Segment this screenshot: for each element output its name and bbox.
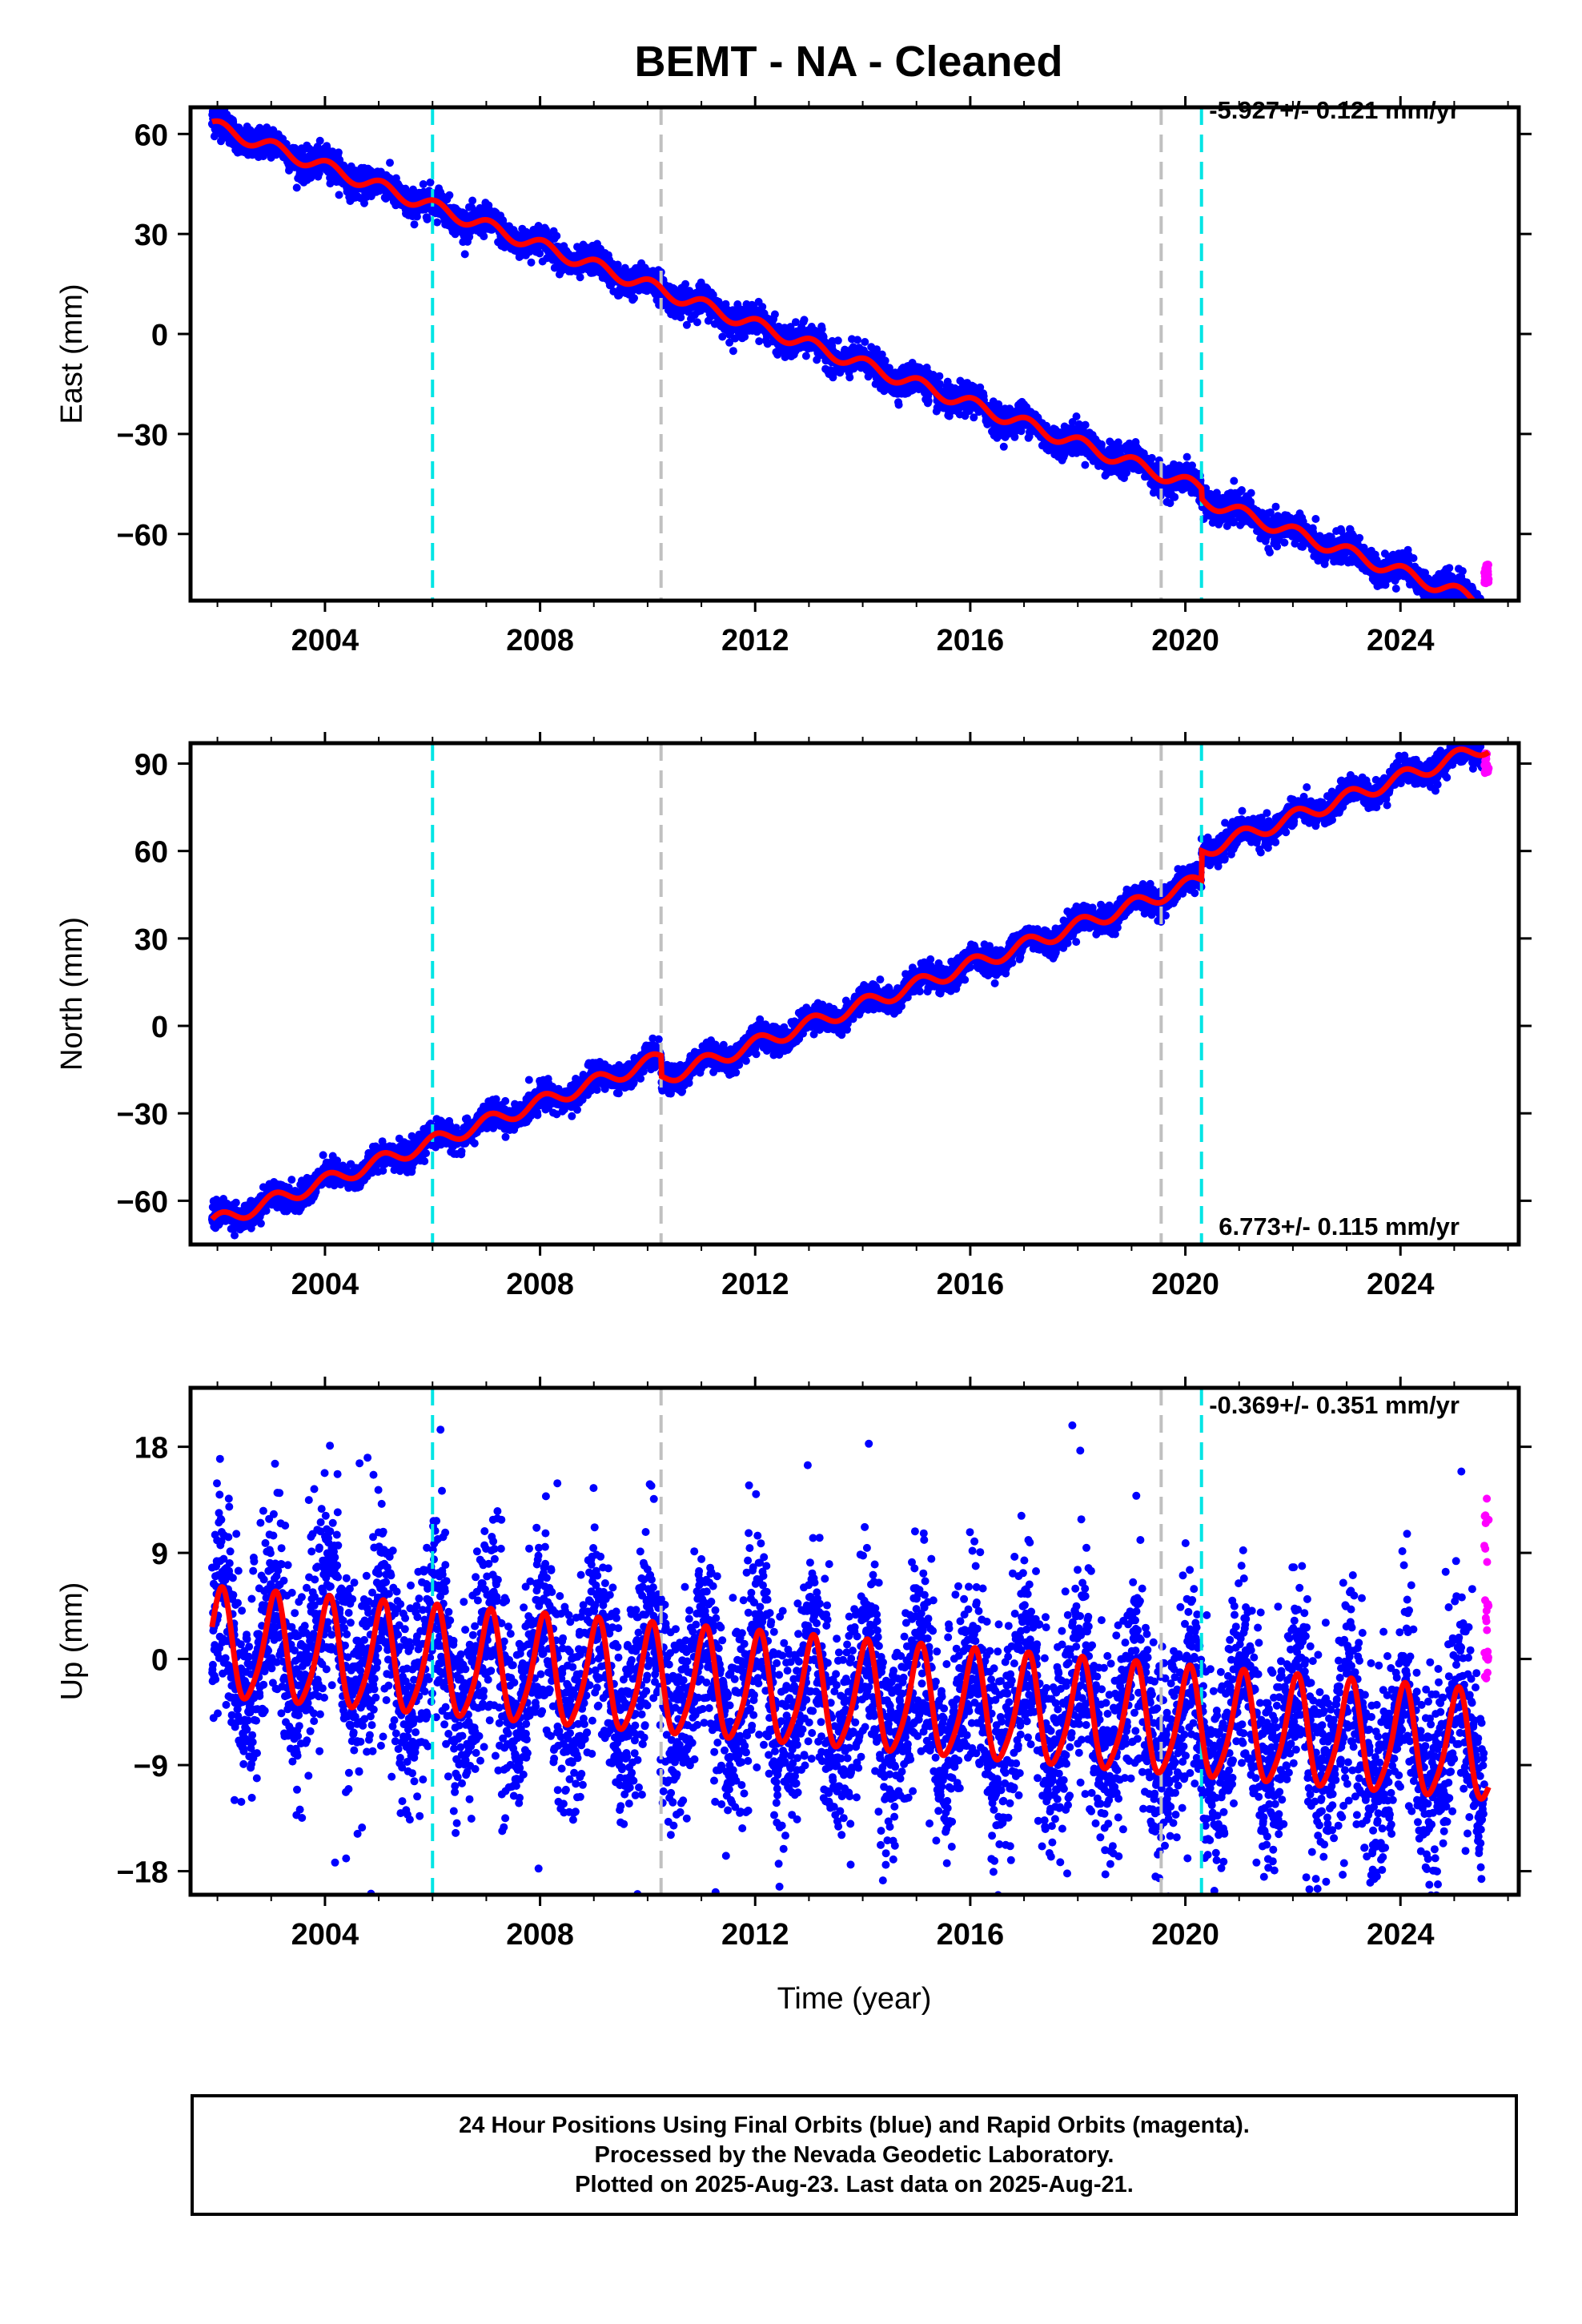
east-point (615, 291, 624, 300)
east-point (833, 336, 842, 345)
east-point (1081, 420, 1090, 429)
east-point (1247, 497, 1255, 506)
east-point (1266, 548, 1274, 557)
east-point (817, 325, 826, 333)
east-point (755, 337, 764, 346)
east-point (334, 148, 343, 157)
east-point (426, 178, 435, 187)
east-point (1391, 585, 1400, 593)
east-point (681, 279, 690, 288)
figure-title: BEMT - NA - Cleaned (634, 38, 1062, 86)
east-point (924, 396, 933, 405)
east-point (894, 400, 903, 409)
east-point (419, 180, 428, 188)
east-point (1230, 476, 1239, 485)
east-point (1355, 533, 1364, 542)
east-point (386, 159, 394, 167)
panels: 2004 2008 2012 2016 2020 202460300−30−60East … (55, 96, 1532, 1952)
east-point (1311, 515, 1320, 523)
east-point (468, 196, 477, 205)
east-point (576, 273, 584, 282)
east-point (693, 318, 701, 327)
east-point (1147, 453, 1156, 462)
east-point (770, 310, 779, 319)
east-point (630, 294, 638, 303)
east-point (360, 199, 368, 207)
east-point (861, 338, 869, 346)
east-point (1072, 412, 1081, 420)
east-point (1170, 493, 1179, 501)
east-panel: 2004 2008 2012 2016 2020 202460300−30−60East … (55, 96, 1532, 657)
east-point (433, 218, 441, 227)
east-point (410, 220, 419, 229)
east-point (536, 249, 544, 258)
east-point (315, 136, 324, 145)
east-point (552, 231, 561, 240)
east-point (1280, 538, 1289, 547)
east-point (335, 191, 343, 199)
east-point (460, 250, 469, 259)
east-point (845, 373, 854, 382)
east-point (480, 232, 488, 241)
east-point (1247, 489, 1255, 497)
east-point (292, 183, 301, 192)
east-point (800, 316, 809, 324)
east-point (677, 313, 685, 322)
east-point (326, 179, 335, 188)
east-point (423, 215, 432, 223)
east-point (1409, 554, 1418, 562)
east-point (999, 442, 1008, 451)
east-point (853, 336, 861, 344)
east-point (1271, 502, 1280, 511)
east-point (801, 352, 810, 360)
east-point (1182, 452, 1191, 461)
east-point (729, 347, 737, 356)
east-point (1081, 460, 1090, 469)
east-point (527, 258, 536, 267)
east-final-orbit-points (207, 107, 1486, 601)
east-point (315, 169, 323, 178)
east-point (445, 191, 454, 199)
east-point (935, 372, 944, 380)
east-point (1097, 440, 1106, 448)
